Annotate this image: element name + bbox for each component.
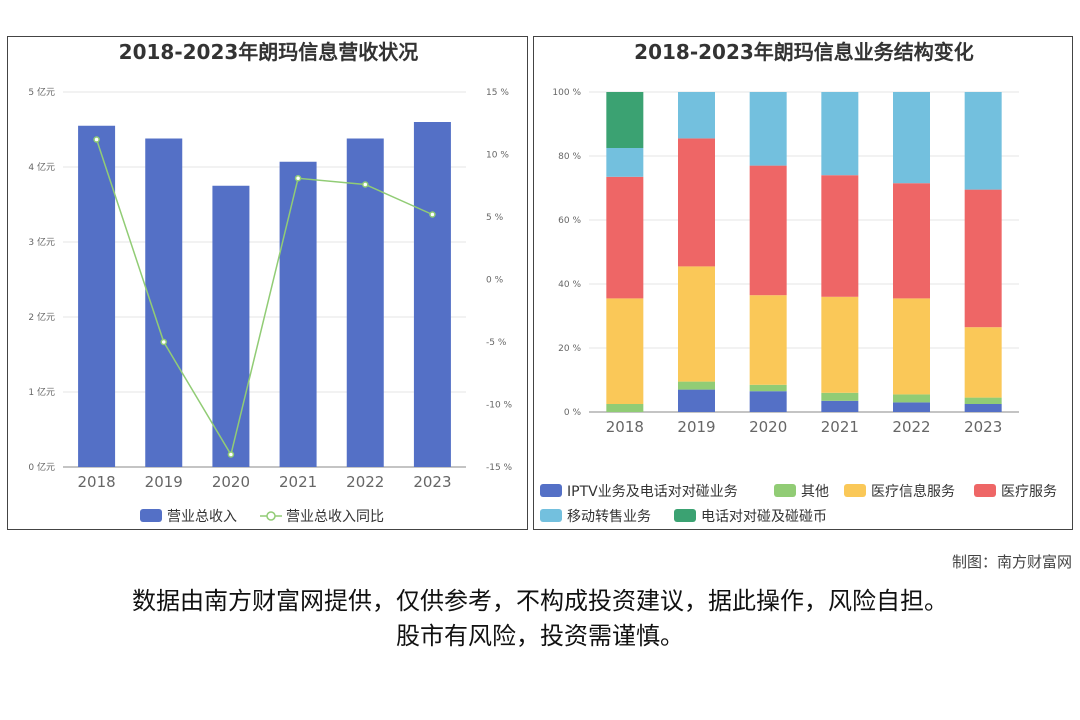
x-tick-label: 2023: [964, 418, 1002, 436]
y-left-tick-label: 5 亿元: [28, 86, 55, 98]
y-tick-label: 40 %: [558, 280, 581, 290]
stack-segment: [606, 92, 644, 148]
x-tick-label: 2020: [212, 473, 250, 491]
y-tick-label: 20 %: [558, 344, 581, 354]
legend-swatch: [844, 484, 866, 497]
y-tick-label: 80 %: [558, 152, 581, 162]
disclaimer-line-2: 股市有风险，投资需谨慎。: [396, 622, 684, 650]
legend-swatch: [540, 509, 562, 522]
stack-segment: [821, 296, 859, 393]
legend-swatch: [974, 484, 996, 497]
legend-label: 医疗信息服务: [871, 483, 955, 500]
structure-chart-panel: 2018-2023年朗玛信息业务结构变化 0 % 20 % 40 % 60 % 80 % 1…: [533, 36, 1073, 530]
yoy-point: [93, 136, 100, 143]
stack-segment: [606, 148, 644, 177]
stack-segment: [749, 384, 787, 392]
y-right-tick-label: 0 %: [486, 276, 504, 286]
stack-segment: [678, 266, 715, 382]
stack-segment: [606, 404, 644, 412]
stack-segment: [821, 92, 859, 176]
stack-segment: [749, 295, 787, 385]
legend-swatch: [674, 509, 696, 522]
y-right-tick-label: -15 %: [486, 463, 513, 473]
chart-title: 2018-2023年朗玛信息营收状况: [119, 40, 419, 64]
structure-chart: 2018-2023年朗玛信息业务结构变化 0 % 20 % 40 % 60 % 80 % 1…: [540, 40, 1057, 525]
yoy-point: [160, 338, 167, 346]
stack-segment: [821, 400, 859, 412]
legend-label: 移动转售业务: [567, 509, 651, 525]
revenue-bar: [212, 185, 250, 467]
x-tick-label: 2018: [606, 418, 644, 436]
legend-label: 电话对对碰及碰碰币: [701, 509, 827, 525]
stack-segment: [893, 92, 930, 184]
legend-label: 医疗服务: [1001, 484, 1057, 500]
stack-segment: [964, 404, 1002, 412]
stack-segment: [821, 175, 859, 297]
revenue-chart: 2018-2023年朗玛信息营收状况 0 亿元 1 亿元 2 亿元 3 亿元 4 亿元 5 …: [28, 40, 513, 525]
y-left-tick-label: 0 亿元: [28, 461, 55, 473]
y-left-tick-label: 4 亿元: [28, 161, 55, 173]
y-left-tick-label: 2 亿元: [28, 311, 55, 323]
legend-label: 其他: [801, 484, 829, 500]
revenue-bar: [279, 161, 317, 467]
yoy-point: [429, 211, 436, 218]
legend-swatch: [540, 484, 562, 497]
x-tick-label: 2019: [145, 473, 183, 491]
chart-credit: 制图：南方财富网: [951, 553, 1072, 571]
legend-label-revenue: 营业总收入: [167, 509, 237, 525]
stack-segment: [893, 402, 930, 412]
stack-segment: [893, 183, 930, 299]
yoy-point: [227, 451, 235, 458]
legend-swatch: [774, 484, 796, 497]
disclaimer-line-1: 数据由南方财富网提供，仅供参考，不构成投资建议，据此操作，风险自担。: [132, 587, 948, 615]
x-tick-label: 2023: [413, 473, 451, 491]
yoy-point: [362, 181, 369, 188]
y-tick-label: 60 %: [558, 216, 581, 226]
revenue-bar: [78, 125, 116, 467]
stack-segment: [964, 189, 1002, 328]
y-right-tick-label: -10 %: [486, 401, 513, 411]
legend-swatch-revenue: [140, 509, 162, 522]
y-right-tick-label: 15 %: [486, 88, 509, 98]
legend-label: IPTV业务及电话对对碰业务: [567, 484, 738, 500]
stack-segment: [606, 176, 644, 299]
yoy-line: [95, 139, 433, 457]
x-tick-label: 2020: [749, 418, 787, 436]
stack-segment: [964, 92, 1002, 190]
revenue-bar: [413, 122, 451, 467]
y-tick-label: 100 %: [552, 88, 581, 98]
y-tick-label: 0 %: [564, 408, 582, 418]
x-tick-label: 2021: [821, 418, 859, 436]
stack-segment: [893, 394, 930, 403]
stack-segment: [964, 397, 1002, 404]
y-left-tick-label: 3 亿元: [28, 236, 55, 248]
y-right-tick-label: 10 %: [486, 151, 509, 161]
y-right-tick-label: -5 %: [486, 338, 507, 348]
stack-segment: [749, 391, 787, 412]
y-right-tick-label: 5 %: [486, 213, 504, 223]
revenue-bar: [346, 138, 384, 467]
chart-title: 2018-2023年朗玛信息业务结构变化: [634, 40, 974, 64]
legend-marker-yoy: [266, 511, 276, 521]
stack-segment: [678, 92, 715, 139]
x-tick-label: 2021: [279, 473, 317, 491]
stack-segment: [893, 298, 930, 395]
stack-segment: [749, 92, 787, 166]
stack-segment: [678, 138, 715, 267]
stack-segment: [678, 389, 715, 412]
yoy-point: [294, 175, 302, 182]
stack-segment: [678, 381, 715, 390]
x-tick-label: 2022: [346, 473, 384, 491]
x-tick-label: 2018: [77, 473, 115, 491]
stack-segment: [964, 327, 1002, 398]
stack-segment: [749, 165, 787, 296]
revenue-chart-panel: 2018-2023年朗玛信息营收状况 0 亿元 1 亿元 2 亿元 3 亿元 4 亿元 5 …: [7, 36, 528, 530]
x-tick-label: 2019: [677, 418, 715, 436]
stack-segment: [821, 392, 859, 401]
legend-label-yoy: 营业总收入同比: [286, 509, 384, 525]
y-left-tick-label: 1 亿元: [28, 386, 55, 398]
stack-segment: [606, 298, 644, 404]
x-tick-label: 2022: [892, 418, 930, 436]
